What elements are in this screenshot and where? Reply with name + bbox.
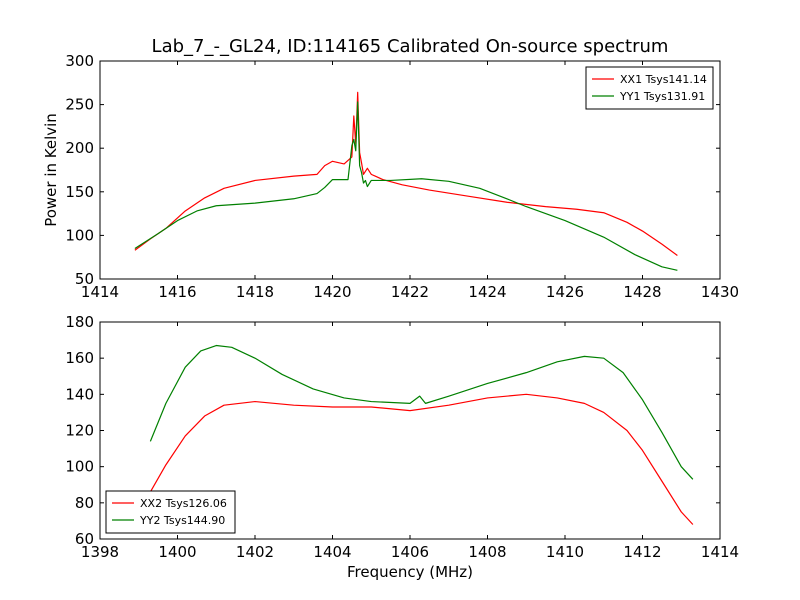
bottom-y-tick-label: 120 bbox=[65, 422, 94, 440]
top-legend-box bbox=[585, 66, 714, 110]
chart-title: Lab_7_-_GL24, ID:114165 Calibrated On-so… bbox=[152, 36, 669, 57]
top-x-tick-label: 1424 bbox=[468, 283, 506, 301]
bottom-series-1-line bbox=[149, 393, 694, 525]
top-x-tick-label: 1420 bbox=[313, 283, 351, 301]
top-x-tick-label: 1430 bbox=[701, 283, 739, 301]
top-x-tick-label: 1414 bbox=[81, 283, 119, 301]
bottom-legend-label-2: YY2 Tsys144.90 bbox=[139, 514, 225, 527]
top-x-tick-label: 1418 bbox=[236, 283, 274, 301]
bottom-legend-label-1: XX2 Tsys126.06 bbox=[140, 497, 227, 510]
bottom-x-tick-label: 1414 bbox=[701, 543, 739, 561]
bottom-y-tick-label: 80 bbox=[75, 494, 94, 512]
bottom-x-tick-label: 1406 bbox=[391, 543, 429, 561]
bottom-x-tick-label: 1404 bbox=[313, 543, 351, 561]
bottom-x-tick-label: 1402 bbox=[236, 543, 274, 561]
top-y-tick-label: 50 bbox=[75, 270, 94, 288]
bottom-legend-box bbox=[105, 490, 236, 534]
bottom-x-tick-label: 1408 bbox=[468, 543, 506, 561]
bottom-y-tick-label: 60 bbox=[75, 530, 94, 548]
top-x-tick-label: 1422 bbox=[391, 283, 429, 301]
bottom-x-tick-label: 1410 bbox=[546, 543, 584, 561]
bottom-x-tick-label: 1400 bbox=[158, 543, 196, 561]
bottom-x-axis-label: Frequency (MHz) bbox=[347, 563, 473, 581]
top-y-tick-label: 100 bbox=[65, 226, 94, 244]
bottom-plot: 1398 1400 1402 1404 1406 1408 1410 1412 1414 60 80… bbox=[65, 313, 739, 561]
top-y-tick-label: 250 bbox=[65, 96, 94, 114]
top-series-2-line bbox=[134, 101, 678, 271]
bottom-y-tick-label: 140 bbox=[65, 385, 94, 403]
top-series-1-line bbox=[134, 91, 678, 256]
top-legend-label-1: XX1 Tsys141.14 bbox=[620, 73, 707, 86]
top-x-tick-label: 1416 bbox=[158, 283, 196, 301]
top-legend: XX1 Tsys141.14 YY1 Tsys131.91 bbox=[585, 66, 714, 110]
top-x-tick-label: 1426 bbox=[546, 283, 584, 301]
bottom-series-2-line bbox=[149, 344, 694, 480]
top-y-tick-label: 150 bbox=[65, 183, 94, 201]
bottom-x-tick-label: 1412 bbox=[623, 543, 661, 561]
top-legend-label-2: YY1 Tsys131.91 bbox=[619, 90, 705, 103]
bottom-y-tick-label: 100 bbox=[65, 458, 94, 476]
bottom-y-tick-label: 180 bbox=[65, 313, 94, 331]
bottom-x-tick-label: 1398 bbox=[81, 543, 119, 561]
bottom-y-tick-label: 160 bbox=[65, 349, 94, 367]
top-x-tick-label: 1428 bbox=[623, 283, 661, 301]
top-y-tick-label: 200 bbox=[65, 139, 94, 157]
top-y-axis-label: Power in Kelvin bbox=[42, 113, 60, 227]
top-plot: 1414 1416 1418 1420 1422 1424 1426 1428 1430 50 10… bbox=[65, 52, 739, 301]
top-y-tick-label: 300 bbox=[65, 52, 94, 70]
bottom-legend: XX2 Tsys126.06 YY2 Tsys144.90 bbox=[105, 490, 236, 534]
